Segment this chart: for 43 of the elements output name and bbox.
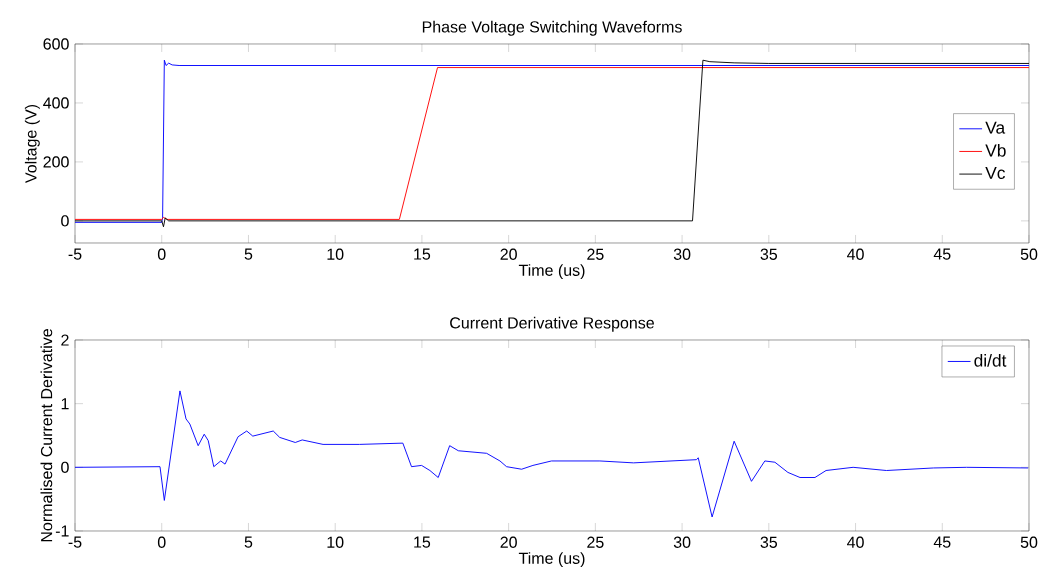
x-tick-label: 0	[157, 536, 166, 548]
x-tick-label: 10	[327, 248, 344, 260]
x-axis-title: Time (us)	[518, 552, 585, 568]
x-tick-label: 50	[1020, 248, 1038, 260]
x-tick-label: 40	[847, 248, 864, 260]
x-tick-label: 15	[414, 248, 431, 260]
x-tick-label: 35	[760, 536, 778, 548]
x-tick-label: 10	[327, 536, 344, 548]
line-series	[75, 390, 1029, 518]
y-tick-label: 1	[61, 398, 69, 410]
x-tick-label: 5	[244, 248, 253, 260]
x-tick-label: -5	[68, 248, 82, 260]
x-tick-label: 35	[760, 248, 778, 260]
legend-label: Vc	[985, 166, 1005, 180]
legend-label: Va	[985, 121, 1006, 134]
y-tick-label: 400	[43, 97, 69, 109]
legend-label: Vb	[985, 143, 1006, 157]
chart-title: Phase Voltage Switching Waveforms	[422, 20, 682, 36]
x-tick-label: 5	[244, 536, 253, 548]
x-tick-label: 20	[500, 248, 517, 260]
x-tick-label: -5	[68, 536, 82, 548]
x-tick-label: 15	[414, 536, 431, 548]
x-axis-title: Time (us)	[518, 264, 585, 280]
x-tick-label: 45	[933, 248, 951, 260]
y-axis-title: Normalised Current Derivative	[40, 329, 53, 542]
y-tick-label: 2	[61, 334, 69, 346]
y-axis-title: Voltage (V)	[24, 104, 40, 183]
y-tick-label: -1	[55, 525, 69, 537]
x-tick-label: 30	[673, 536, 691, 548]
legend-label: di/dt	[974, 353, 1007, 367]
y-tick-label: 200	[43, 156, 69, 168]
x-tick-label: 0	[157, 248, 166, 260]
x-tick-label: 25	[587, 536, 604, 548]
y-tick-label: 0	[61, 461, 69, 473]
x-tick-label: 25	[587, 248, 604, 260]
y-tick-label: 600	[43, 38, 69, 50]
x-tick-label: 45	[933, 536, 951, 548]
x-tick-label: 50	[1020, 536, 1038, 548]
x-tick-label: 20	[500, 536, 517, 548]
chart-title: Current Derivative Response	[450, 316, 654, 332]
x-tick-label: 40	[847, 536, 864, 548]
y-tick-label: 0	[61, 215, 69, 227]
x-tick-label: 30	[673, 248, 691, 260]
